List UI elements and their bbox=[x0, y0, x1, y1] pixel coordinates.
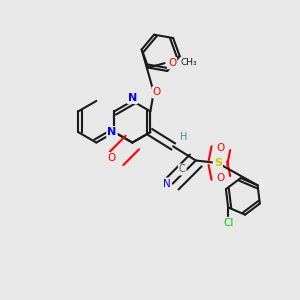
Text: Cl: Cl bbox=[223, 218, 233, 228]
Text: C: C bbox=[179, 164, 186, 175]
Text: O: O bbox=[217, 143, 225, 153]
Text: O: O bbox=[107, 153, 116, 163]
Text: N: N bbox=[107, 127, 117, 137]
Text: O: O bbox=[153, 87, 161, 97]
Text: H: H bbox=[180, 132, 187, 142]
Text: CH₃: CH₃ bbox=[180, 58, 197, 67]
Text: S: S bbox=[214, 158, 222, 168]
Text: O: O bbox=[168, 58, 176, 68]
Text: N: N bbox=[128, 93, 137, 103]
Text: O: O bbox=[217, 173, 225, 183]
Text: N: N bbox=[163, 178, 171, 189]
